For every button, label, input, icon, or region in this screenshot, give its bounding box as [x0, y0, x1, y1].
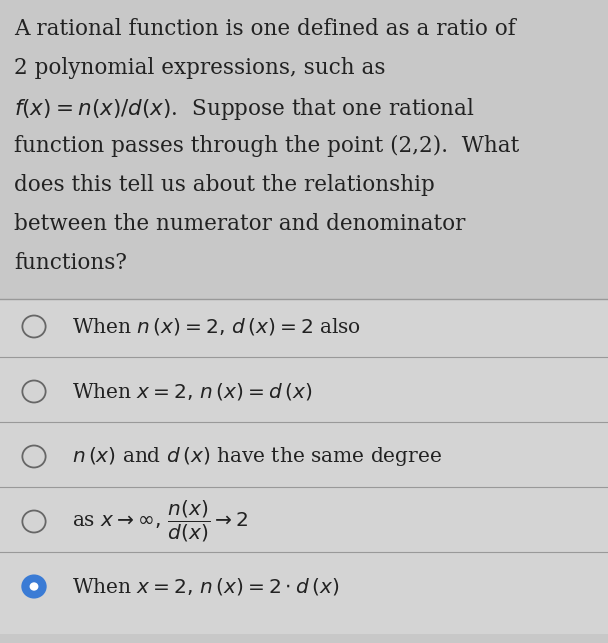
- Ellipse shape: [22, 575, 46, 597]
- Text: $n\,(x)$ and $d\,(x)$ have the same degree: $n\,(x)$ and $d\,(x)$ have the same degr…: [72, 445, 442, 468]
- Text: When $n\,(x) = 2,\,d\,(x) = 2$ also: When $n\,(x) = 2,\,d\,(x) = 2$ also: [72, 316, 361, 337]
- Text: function passes through the point (2,2).  What: function passes through the point (2,2).…: [14, 135, 519, 157]
- Text: does this tell us about the relationship: does this tell us about the relationship: [14, 174, 435, 196]
- Text: When $x = 2,\,n\,(x) = 2 \cdot d\,(x)$: When $x = 2,\,n\,(x) = 2 \cdot d\,(x)$: [72, 576, 339, 597]
- Bar: [0, 299, 608, 634]
- Text: functions?: functions?: [14, 252, 127, 274]
- Text: as $x \rightarrow \infty,\,\dfrac{n(x)}{d(x)} \rightarrow 2$: as $x \rightarrow \infty,\,\dfrac{n(x)}{…: [72, 499, 248, 544]
- Ellipse shape: [30, 583, 38, 591]
- Text: 2 polynomial expressions, such as: 2 polynomial expressions, such as: [14, 57, 385, 79]
- Text: between the numerator and denominator: between the numerator and denominator: [14, 213, 465, 235]
- Text: A rational function is one defined as a ratio of: A rational function is one defined as a …: [14, 18, 516, 40]
- Text: $f(x) = n(x)/d(x)$.  Suppose that one rational: $f(x) = n(x)/d(x)$. Suppose that one rat…: [14, 96, 475, 122]
- Text: When $x = 2,\,n\,(x) = d\,(x)$: When $x = 2,\,n\,(x) = d\,(x)$: [72, 381, 313, 402]
- Bar: [0, 0, 608, 301]
